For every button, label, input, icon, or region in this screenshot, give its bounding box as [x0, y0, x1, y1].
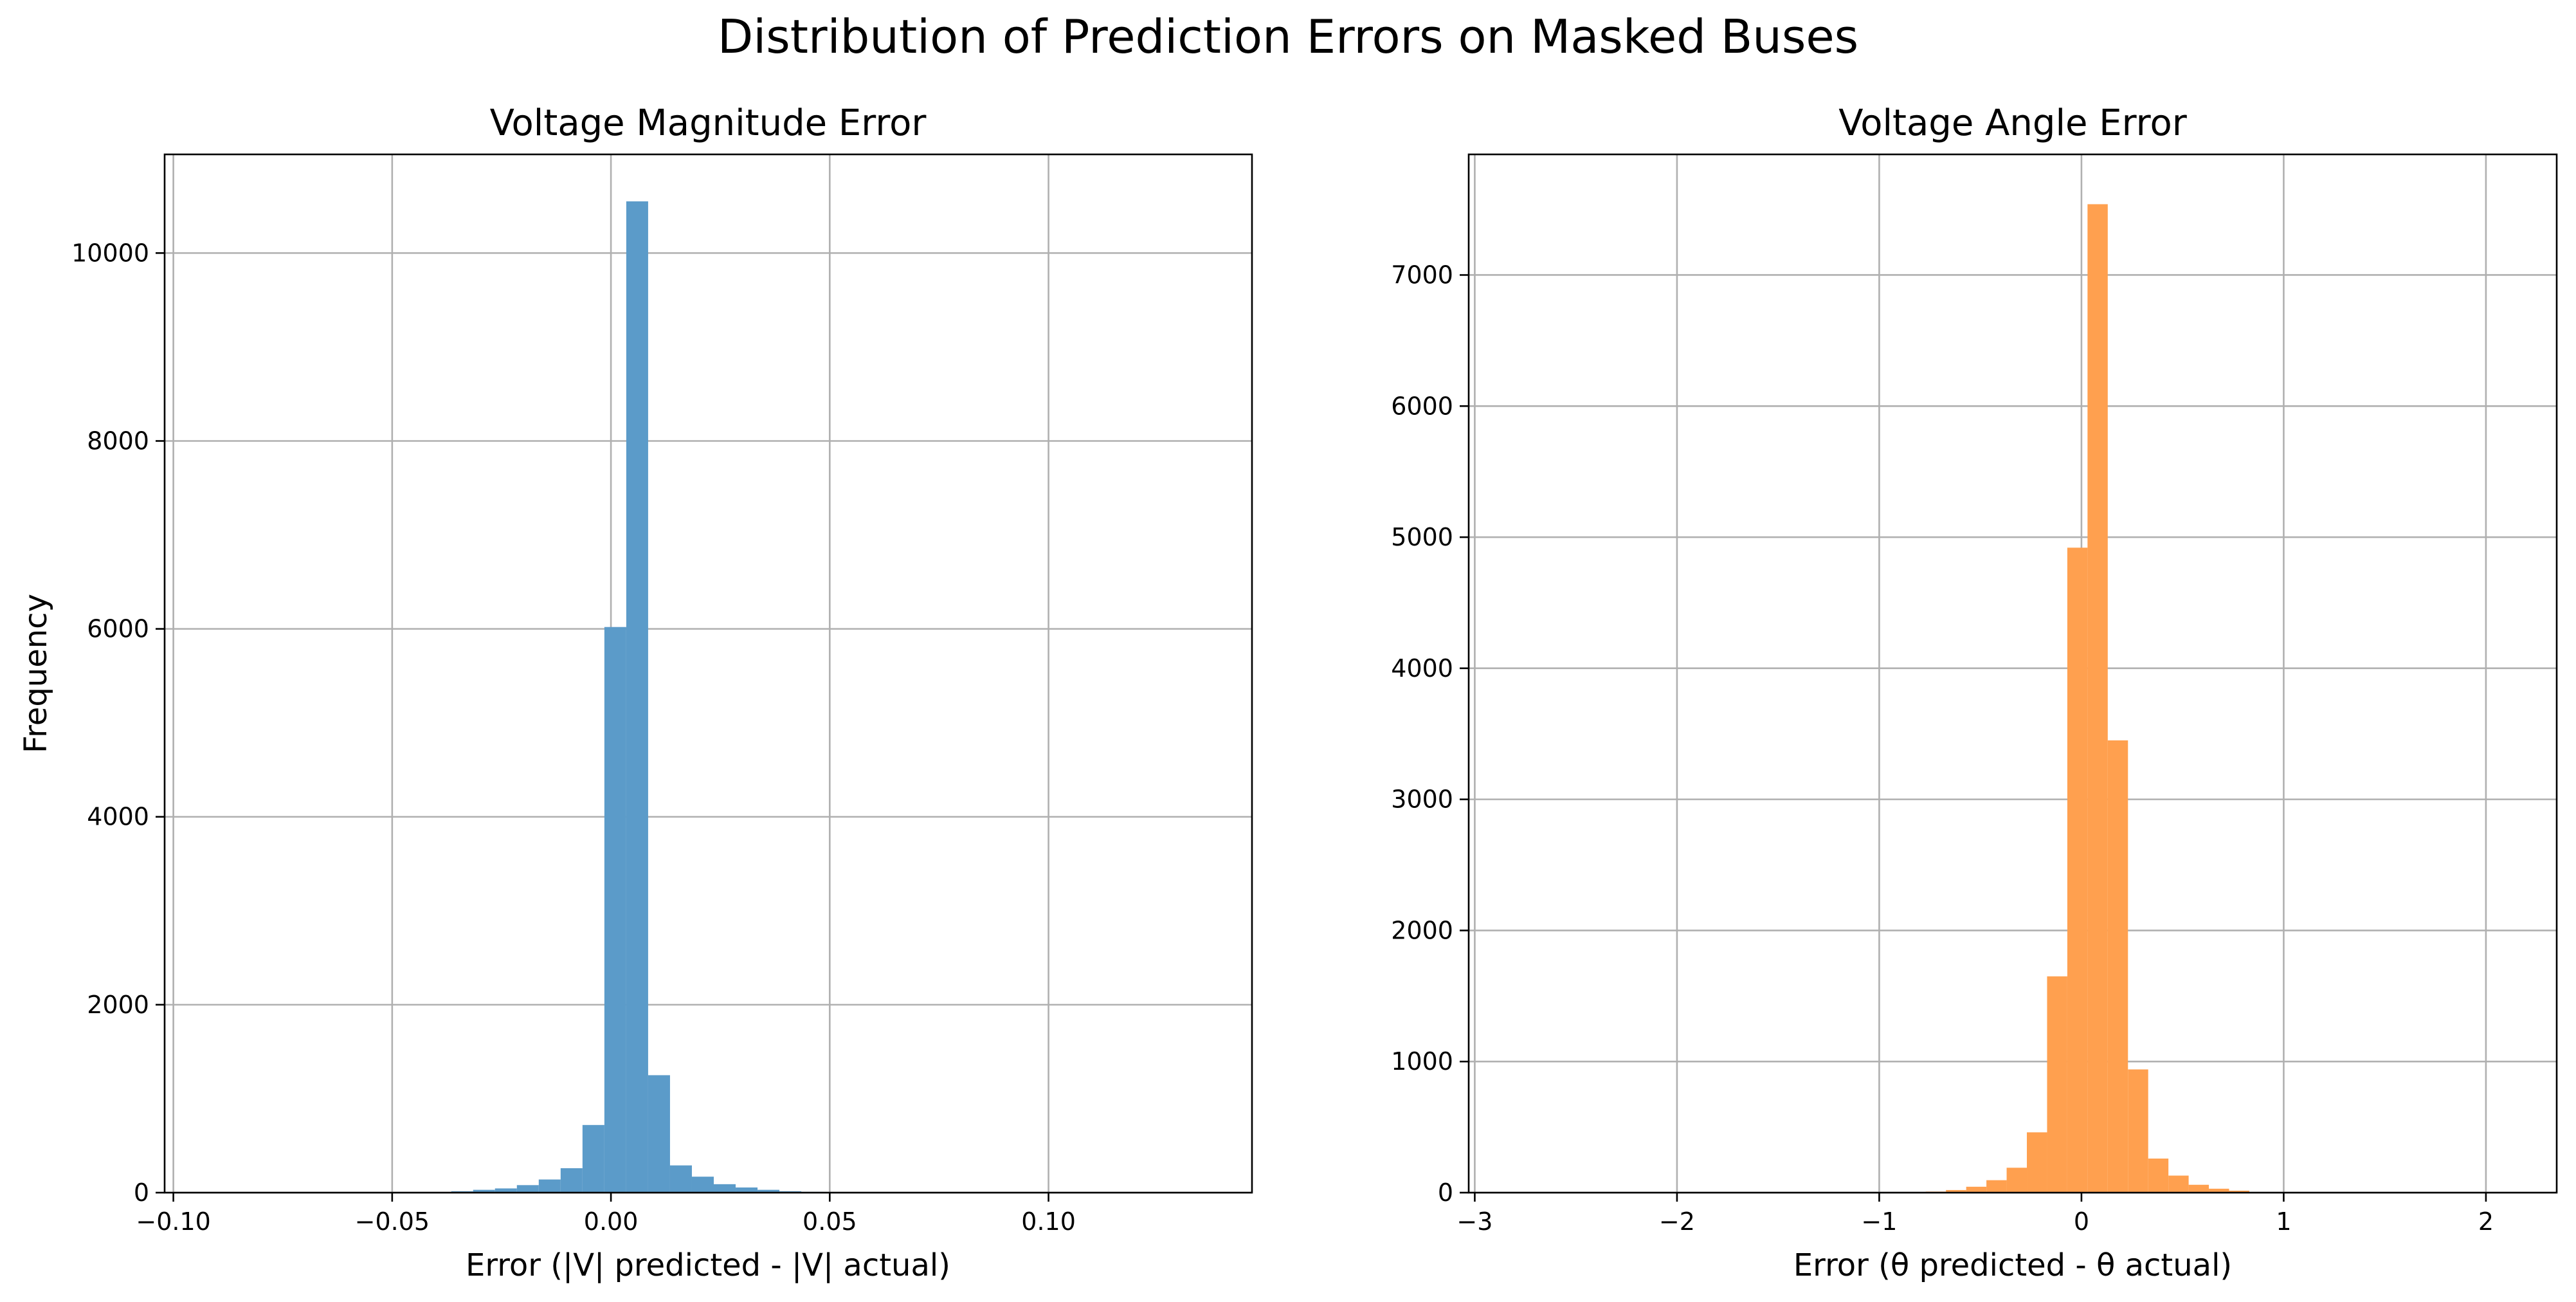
histogram-bar — [2027, 1132, 2047, 1193]
panel-title: Voltage Angle Error — [1838, 102, 2187, 144]
histogram-bar — [560, 1168, 583, 1193]
y-tick-label: 3000 — [1391, 785, 1453, 814]
histogram-bar — [2209, 1188, 2229, 1193]
y-tick-label: 2000 — [1391, 916, 1453, 944]
y-tick-label: 1000 — [1391, 1047, 1453, 1076]
histogram-bar — [604, 627, 626, 1193]
x-tick-label: −1 — [1861, 1207, 1897, 1236]
histogram-bar — [2047, 976, 2067, 1193]
y-tick-label: 10000 — [71, 239, 149, 267]
y-tick-label: 6000 — [87, 615, 149, 643]
histogram-bar — [2067, 547, 2088, 1193]
histogram-bar — [1986, 1180, 2007, 1193]
histogram-bar — [2148, 1159, 2169, 1193]
panel-title: Voltage Magnitude Error — [490, 102, 927, 144]
histogram-bar — [2128, 1069, 2148, 1193]
tick-marks: −0.10 −0.05 0.00 0.05 0.10 0 2000 4000 6000 8000 1… — [71, 239, 1076, 1236]
histogram-bar — [714, 1184, 736, 1193]
x-tick-label: −3 — [1456, 1207, 1492, 1236]
x-axis-label: Error (|V| predicted - |V| actual) — [466, 1247, 950, 1283]
histogram-bars — [1925, 204, 2270, 1193]
x-tick-label: 0.05 — [803, 1207, 857, 1236]
y-tick-label: 0 — [1438, 1178, 1453, 1207]
plot-frame — [163, 153, 1253, 1194]
voltage-angle-panel: Voltage Angle Error −3 −2 −1 0 1 2 0 1000 2000 30… — [1391, 102, 2558, 1283]
x-tick-label: 0 — [2074, 1207, 2089, 1236]
y-tick-label: 6000 — [1391, 392, 1453, 420]
y-tick-label: 5000 — [1391, 523, 1453, 551]
histogram-bar — [2006, 1168, 2027, 1193]
histogram-bar — [757, 1189, 780, 1193]
histogram-bar — [2087, 204, 2108, 1193]
voltage-magnitude-panel: Voltage Magnitude Error −0.10 −0.05 0.00 0.… — [18, 102, 1253, 1283]
histogram-bar — [1966, 1186, 1987, 1193]
histogram-bar — [1946, 1189, 1966, 1193]
y-tick-label: 8000 — [87, 426, 149, 455]
histogram-bar — [494, 1188, 517, 1193]
histogram-bar — [538, 1179, 561, 1193]
y-tick-label: 2000 — [87, 991, 149, 1019]
histogram-bar — [2107, 740, 2128, 1193]
x-tick-label: 0.00 — [584, 1207, 639, 1236]
x-tick-label: −0.10 — [136, 1207, 210, 1236]
histogram-bar — [2188, 1184, 2209, 1193]
x-tick-label: 1 — [2276, 1207, 2291, 1236]
x-tick-label: −2 — [1659, 1207, 1695, 1236]
x-tick-label: 2 — [2478, 1207, 2494, 1236]
x-tick-label: 0.10 — [1021, 1207, 1076, 1236]
histogram-bar — [648, 1075, 670, 1193]
histogram-bar — [691, 1177, 714, 1193]
x-axis-label: Error (θ predicted - θ actual) — [1793, 1247, 2232, 1283]
histogram-bar — [516, 1185, 539, 1193]
grid — [165, 154, 1252, 1194]
tick-marks: −3 −2 −1 0 1 2 0 1000 2000 3000 4000 5000 6000 7000 — [1391, 261, 2494, 1236]
histogram-bar — [626, 201, 648, 1193]
histogram-bars — [451, 201, 867, 1193]
grid — [1469, 154, 2557, 1194]
y-axis-label: Frequency — [18, 594, 54, 753]
histogram-bar — [473, 1189, 495, 1193]
histogram-bar — [2229, 1190, 2249, 1193]
plot-frame — [1467, 153, 2558, 1194]
histogram-bar — [582, 1124, 604, 1193]
y-tick-label: 7000 — [1391, 261, 1453, 289]
y-tick-label: 4000 — [1391, 654, 1453, 683]
histogram-bar — [669, 1165, 692, 1193]
figure-title: Distribution of Prediction Errors on Mas… — [718, 10, 1858, 64]
x-tick-label: −0.05 — [355, 1207, 430, 1236]
y-tick-label: 0 — [134, 1178, 149, 1207]
y-tick-label: 4000 — [87, 803, 149, 831]
histogram-bar — [736, 1187, 758, 1193]
histogram-bar — [2168, 1175, 2189, 1193]
